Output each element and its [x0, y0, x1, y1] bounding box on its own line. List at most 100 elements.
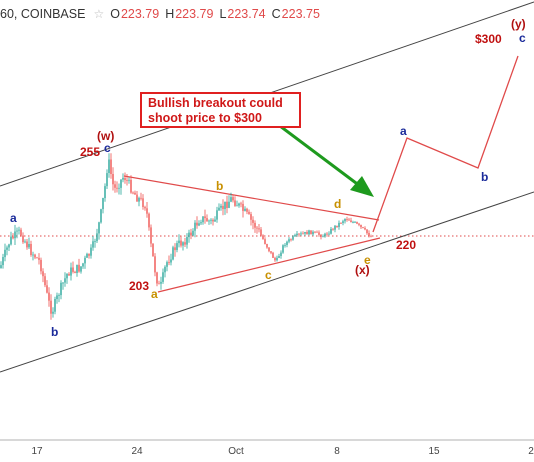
low-label: L [219, 7, 227, 21]
candle-body [272, 252, 274, 258]
wave-label-b-blue: b [51, 325, 58, 339]
candle-body [224, 201, 226, 210]
candle-body [256, 227, 258, 229]
candle-body [30, 244, 32, 255]
candle-body [310, 230, 312, 235]
candle-body [10, 236, 12, 245]
price-label-255: 255 [80, 145, 100, 159]
candle-body [330, 228, 332, 234]
triangle-lower-line [157, 237, 381, 293]
candle-body [284, 245, 286, 246]
candle-body [240, 203, 242, 205]
candlestick-series [0, 153, 372, 320]
triangle-upper-line [123, 175, 380, 221]
candle-body [130, 179, 132, 193]
candle-body [80, 266, 82, 272]
candle-body [122, 177, 124, 180]
candle-body [338, 222, 340, 227]
candle-body [132, 192, 134, 194]
open-value: 223.79 [120, 7, 160, 21]
candle-body [356, 222, 358, 224]
candle-body [156, 272, 158, 284]
candle-body [100, 209, 102, 223]
candle-body [264, 239, 266, 244]
x-tick-24: 24 [131, 446, 143, 457]
candle-body [114, 184, 116, 188]
candle-body [82, 263, 84, 267]
candle-body [112, 174, 114, 185]
candle-body [362, 227, 364, 228]
breakout-arrow [279, 124, 374, 197]
candle-body [366, 229, 368, 234]
candle-body [248, 211, 250, 215]
candle-body [346, 219, 348, 220]
candle-body [218, 207, 220, 211]
candle-body [352, 222, 354, 223]
candle-body [188, 232, 190, 238]
breakout-callout: Bullish breakout could shoot price to $3… [140, 92, 301, 128]
candle-body [158, 283, 160, 285]
candle-body [266, 244, 268, 248]
candle-body [146, 208, 148, 214]
chart-header: 60, COINBASE ☆ O 223.79 H 223.79 L 223.7… [0, 4, 326, 24]
candle-body [116, 187, 118, 189]
candle-body [326, 233, 328, 235]
candle-body [62, 282, 64, 284]
candle-body [172, 247, 174, 260]
close-label: C [271, 7, 281, 21]
wave-label-e-orange: e [364, 253, 371, 267]
candle-body [320, 234, 322, 237]
candle-body [40, 259, 42, 272]
candle-body [290, 239, 292, 241]
candle-body [90, 247, 92, 256]
candle-body [64, 278, 66, 283]
price-annotations: 255 203 220 $300 [80, 32, 502, 293]
candle-body [26, 241, 28, 248]
candle-body [170, 259, 172, 263]
candle-body [324, 233, 326, 237]
candle-body [274, 257, 276, 261]
candle-body [94, 241, 96, 242]
candle-body [210, 219, 212, 221]
candle-body [84, 257, 86, 264]
candle-body [36, 257, 38, 259]
candle-body [194, 222, 196, 231]
candle-body [200, 222, 202, 224]
candle-body [236, 205, 238, 207]
candle-body [168, 262, 170, 263]
candle-body [318, 232, 320, 235]
wave-label-a-blue: a [10, 211, 17, 225]
x-tick-15: 15 [428, 446, 440, 457]
candle-body [134, 192, 136, 195]
candle-body [350, 220, 352, 223]
candle-body [126, 180, 128, 181]
candle-body [58, 295, 60, 296]
candle-body [74, 271, 76, 273]
low-value: 223.74 [227, 7, 266, 21]
candle-body [244, 208, 246, 211]
candle-body [50, 300, 52, 314]
callout-line-1: Bullish breakout could [148, 96, 283, 110]
favorite-star-icon[interactable]: ☆ [93, 7, 105, 21]
candle-body [370, 236, 372, 238]
candle-body [292, 236, 294, 240]
projection-path [372, 55, 519, 233]
x-tick-oct: Oct [228, 446, 244, 457]
high-label: H [165, 7, 175, 21]
candle-body [44, 276, 46, 286]
price-label-203: 203 [129, 279, 149, 293]
candle-body [124, 177, 126, 181]
candle-body [66, 273, 68, 279]
candle-body [288, 239, 290, 242]
x-tick-8: 8 [334, 446, 340, 457]
candle-body [24, 241, 26, 243]
wave-labels: a b (w) c a b c d e (x) a b (y) c [10, 17, 526, 339]
candle-body [184, 242, 186, 245]
candle-body [230, 197, 232, 202]
high-value: 223.79 [175, 7, 214, 21]
candle-body [202, 216, 204, 223]
candle-body [306, 232, 308, 235]
candle-body [68, 273, 70, 276]
candle-body [72, 267, 74, 272]
wave-label-b-orange: b [216, 179, 223, 193]
